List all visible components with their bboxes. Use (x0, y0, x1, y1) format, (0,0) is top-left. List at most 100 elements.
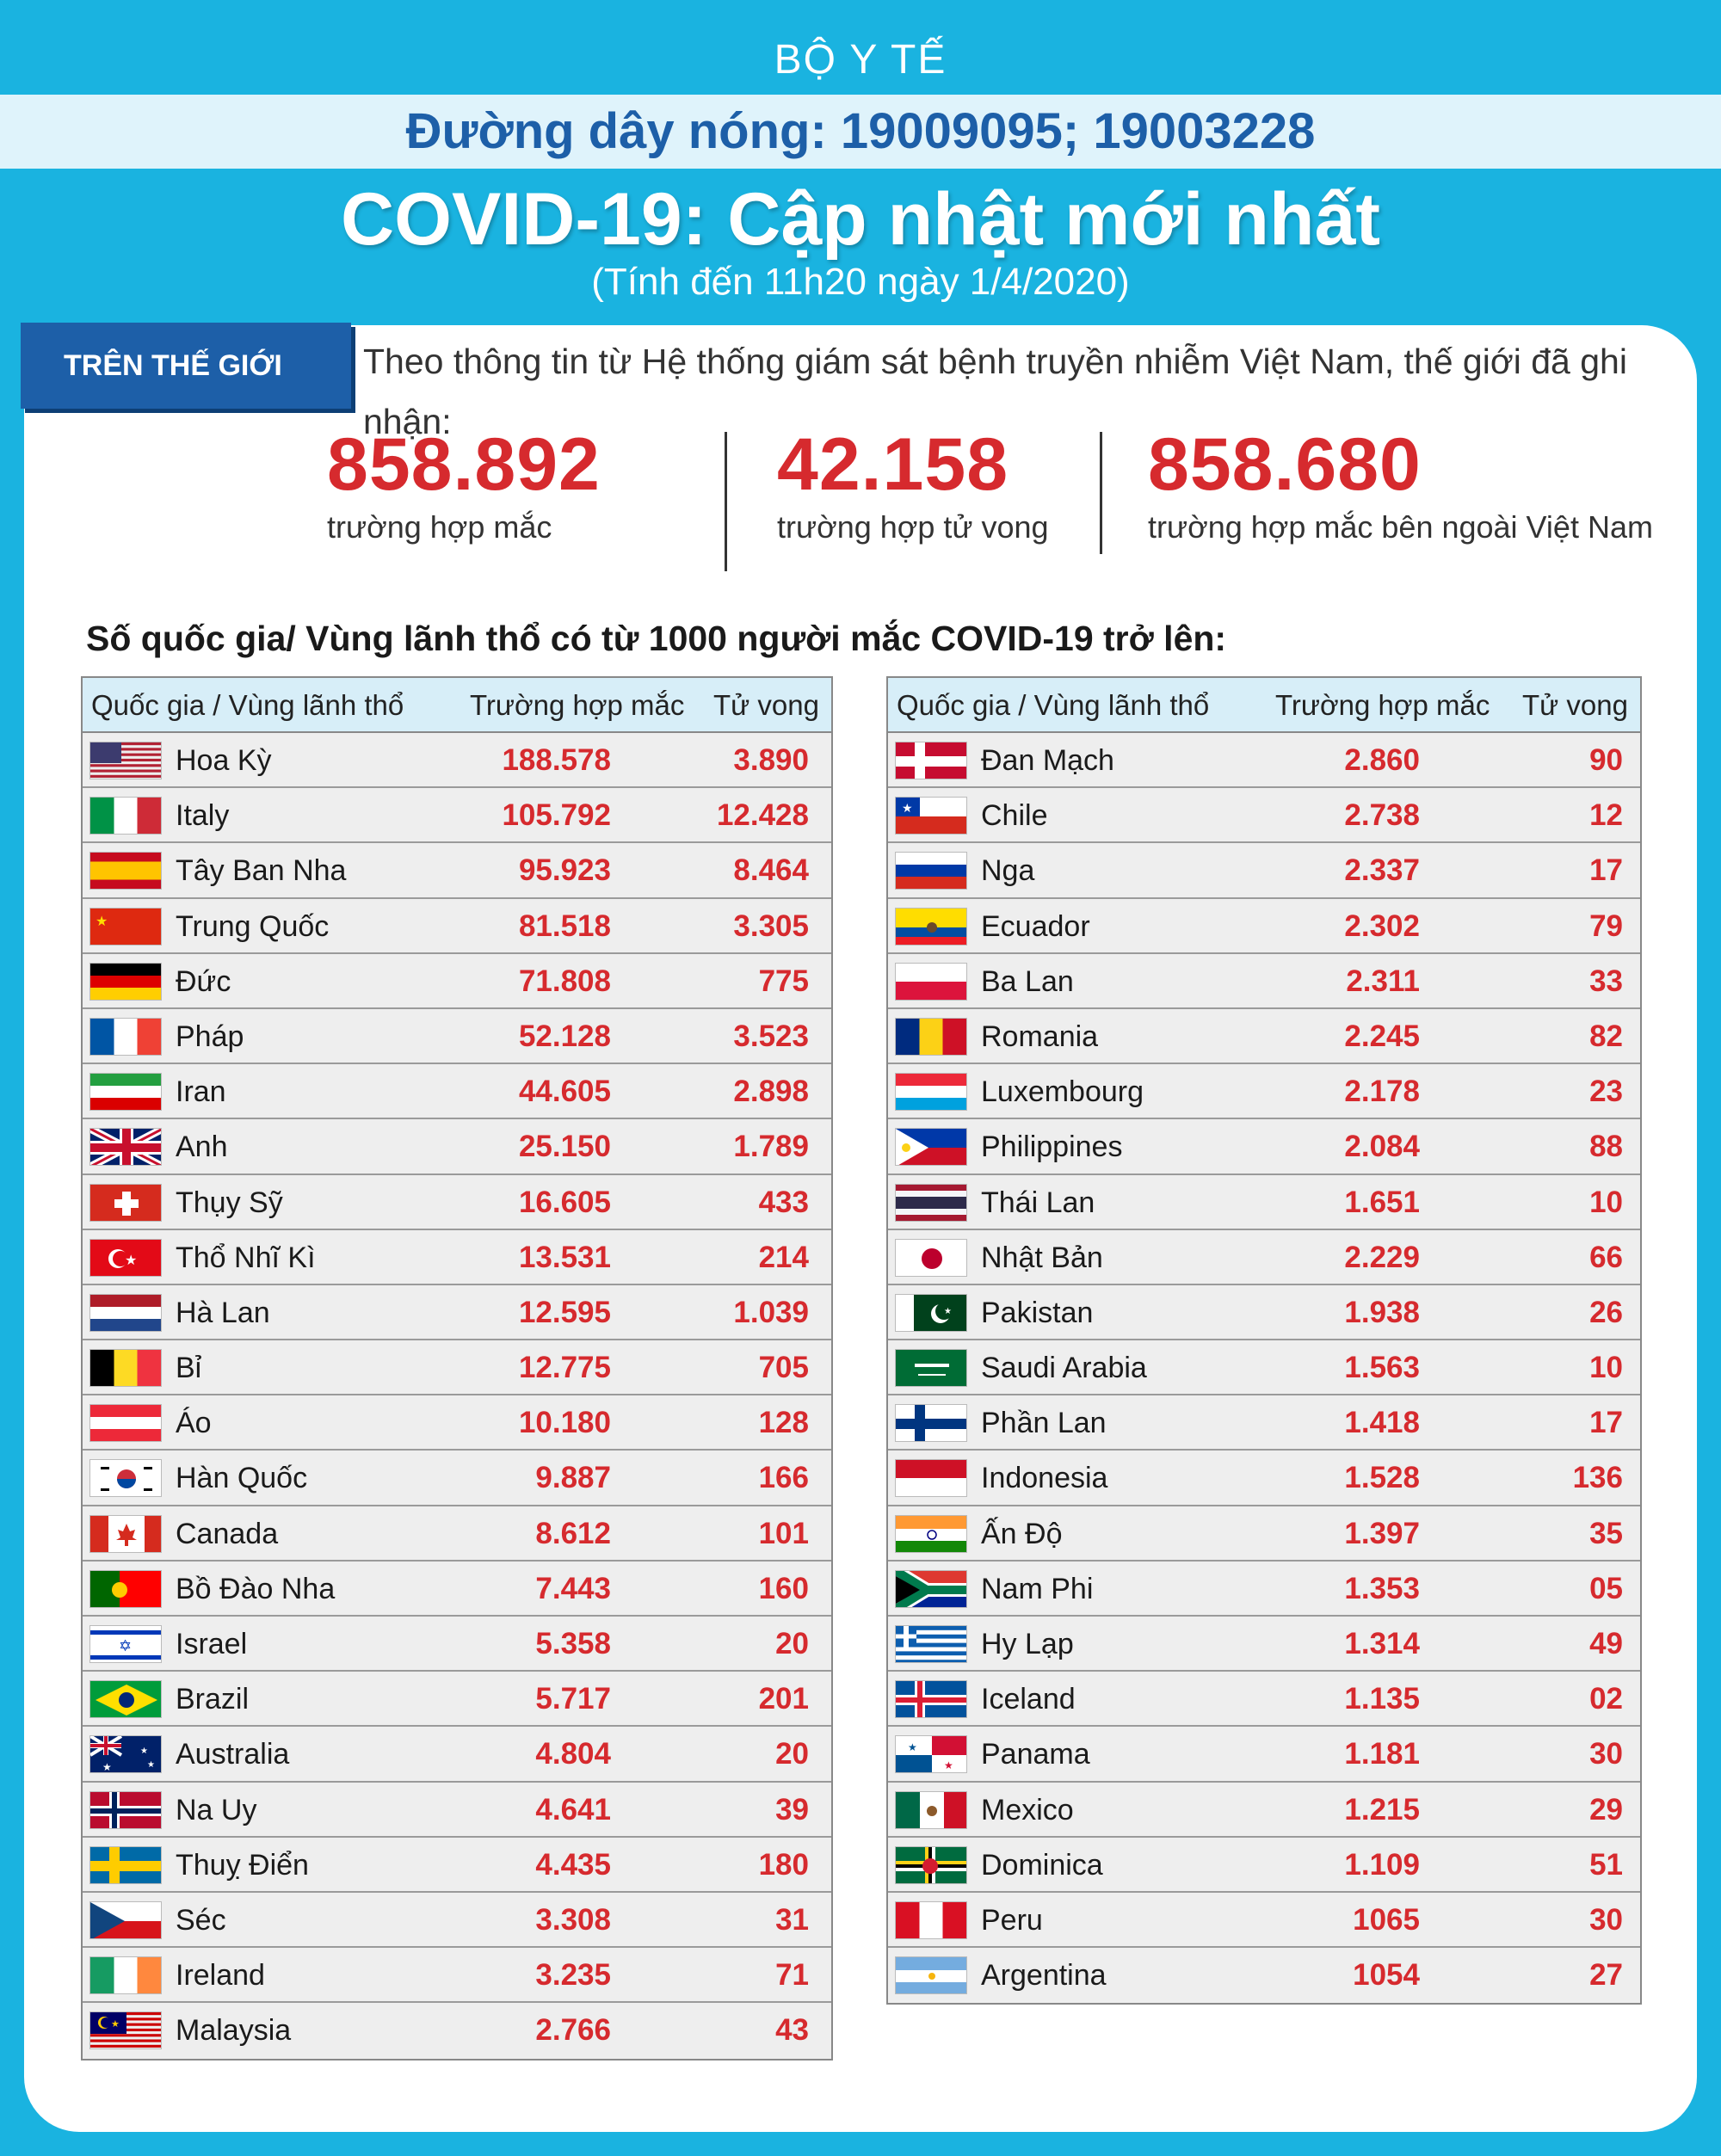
death-count: 180 (758, 1847, 809, 1882)
death-count: 20 (775, 1627, 809, 1660)
portugal-flag (89, 1569, 162, 1608)
death-count: 31 (775, 1902, 809, 1937)
death-count: 3.523 (733, 1019, 809, 1053)
table-row: ★ ★ ★ Australia 4.804 20 (83, 1727, 831, 1783)
case-count: 1.563 (1344, 1351, 1420, 1385)
table-row: Áo 10.180 128 (83, 1395, 831, 1451)
death-count: 02 (1589, 1682, 1623, 1716)
table-row: Canada 8.612 101 (83, 1506, 831, 1562)
romania-flag (895, 1017, 967, 1056)
argentina-flag (895, 1956, 967, 1995)
japan-flag (895, 1238, 967, 1277)
death-count: 51 (1589, 1847, 1623, 1882)
saudi-arabia-flag (895, 1349, 967, 1388)
table-row: Thụy Sỹ 16.605 433 (83, 1174, 831, 1230)
table-row: Hy Lạp 1.314 49 (888, 1617, 1640, 1672)
country-name: Hoa Kỳ (176, 744, 272, 777)
philippines-flag (895, 1128, 967, 1167)
case-count: 4.804 (535, 1737, 611, 1771)
table-row: Luxembourg 2.178 23 (888, 1064, 1640, 1120)
case-count: 5.358 (535, 1627, 611, 1660)
death-count: 1.789 (733, 1130, 809, 1164)
netherlands-flag (89, 1293, 162, 1332)
table-row: Dominica 1.109 51 (888, 1837, 1640, 1893)
greece-flag (895, 1625, 967, 1663)
death-count: 30 (1589, 1902, 1623, 1937)
table-row: ★ Chile 2.738 12 (888, 788, 1640, 844)
country-name: Dominica (981, 1848, 1103, 1882)
death-count: 128 (758, 1406, 809, 1440)
table-row: Mexico 1.215 29 (888, 1782, 1640, 1838)
death-count: 30 (1589, 1737, 1623, 1771)
death-count: 66 (1589, 1240, 1623, 1274)
death-count: 201 (758, 1682, 809, 1716)
death-count: 17 (1589, 1406, 1623, 1440)
country-name: Pháp (176, 1019, 244, 1053)
header-cases: Trường hợp mắc (1275, 689, 1490, 721)
switzerland-flag (89, 1183, 162, 1222)
malaysia-flag: ★ (89, 2011, 162, 2050)
case-count: 25.150 (518, 1130, 611, 1164)
table-row: Anh 25.150 1.789 (83, 1119, 831, 1175)
country-name: Pakistan (981, 1296, 1094, 1329)
table-body: Đan Mạch 2.860 90 ★ Chile 2.738 12 Nga 2.337 17 Ec… (888, 733, 1640, 2004)
iran-flag (89, 1073, 162, 1112)
case-count: 105.792 (502, 798, 611, 833)
table-row: ★ Trung Quốc 81.518 3.305 (83, 898, 831, 954)
stat-label: trường hợp mắc bên ngoài Việt Nam (1148, 509, 1653, 545)
table-row: Iceland 1.135 02 (888, 1672, 1640, 1728)
pakistan-flag: ★ (895, 1293, 967, 1332)
table-row: Brazil 5.717 201 (83, 1672, 831, 1728)
country-name: Áo (176, 1407, 212, 1440)
table-row: Bồ Đào Nha 7.443 160 (83, 1561, 831, 1617)
death-count: 166 (758, 1461, 809, 1495)
case-count: 12.595 (518, 1295, 611, 1329)
country-name: Thuỵ Điển (176, 1848, 309, 1882)
table-row: Đan Mạch 2.860 90 (888, 733, 1640, 789)
case-count: 16.605 (518, 1185, 611, 1219)
russia-flag (895, 852, 967, 890)
table-row: Saudi Arabia 1.563 10 (888, 1340, 1640, 1396)
norway-flag (89, 1790, 162, 1829)
table-row: Đức 71.808 775 (83, 953, 831, 1009)
org-name: BỘ Y TẾ (774, 37, 947, 83)
table-row: Ấn Độ 1.397 35 (888, 1506, 1640, 1562)
svg-text:★: ★ (96, 915, 108, 929)
us-flag (89, 742, 162, 779)
death-count: 39 (775, 1792, 809, 1826)
country-name: Iran (176, 1075, 226, 1109)
hotline-banner: Đường dây nóng: 19009095; 19003228 (0, 95, 1721, 169)
country-name: Malaysia (176, 2014, 292, 2048)
mexico-flag (895, 1790, 967, 1829)
country-name: Indonesia (981, 1462, 1108, 1495)
country-name: Ecuador (981, 909, 1090, 943)
death-count: 214 (758, 1240, 809, 1274)
header-deaths: Tử vong (713, 689, 819, 721)
country-name: Chile (981, 799, 1048, 833)
case-count: 1065 (1353, 1902, 1420, 1937)
case-count: 2.178 (1344, 1075, 1420, 1109)
header-cases: Trường hợp mắc (470, 689, 685, 721)
case-count: 1.528 (1344, 1461, 1420, 1495)
peru-flag (895, 1900, 967, 1939)
case-count: 1.938 (1344, 1295, 1420, 1329)
spain-flag (89, 852, 162, 890)
case-count: 52.128 (518, 1019, 611, 1053)
death-count: 8.464 (733, 853, 809, 888)
table-row: Ecuador 2.302 79 (888, 898, 1640, 954)
case-count: 4.435 (535, 1847, 611, 1882)
table-row: Tây Ban Nha 95.923 8.464 (83, 843, 831, 899)
case-count: 1054 (1353, 1958, 1420, 1993)
table-row: Iran 44.605 2.898 (83, 1064, 831, 1120)
country-name: Argentina (981, 1959, 1107, 1993)
stat-label: trường hợp tử vong (777, 509, 1049, 545)
country-name: Na Uy (176, 1793, 257, 1826)
brazil-flag (89, 1680, 162, 1719)
death-count: 160 (758, 1571, 809, 1605)
table-row: Séc 3.308 31 (83, 1892, 831, 1949)
stat-cases-outside-vietnam: 858.680 trường hợp mắc bên ngoài Việt Na… (1148, 422, 1653, 547)
stat-label: trường hợp mắc (327, 509, 552, 545)
death-count: 82 (1589, 1019, 1623, 1053)
table-row: Philippines 2.084 88 (888, 1119, 1640, 1175)
death-count: 23 (1589, 1075, 1623, 1109)
